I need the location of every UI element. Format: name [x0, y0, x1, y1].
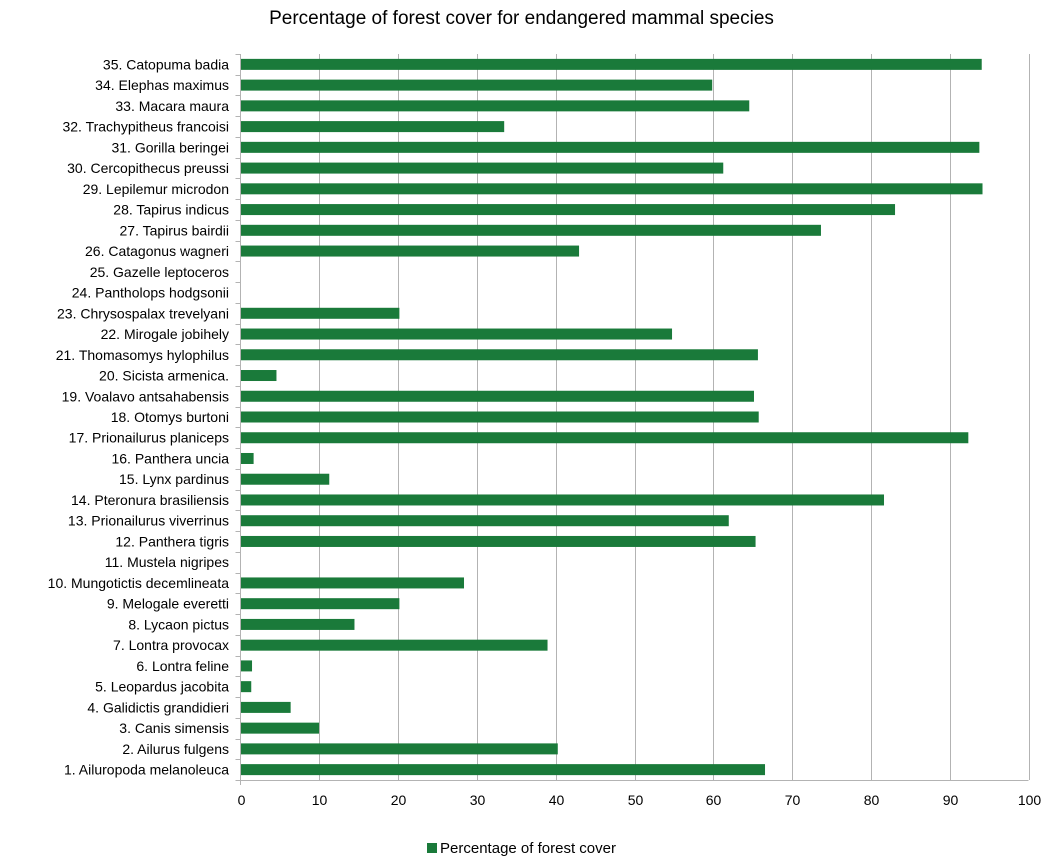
- category-label: 24. Pantholops hodgsonii: [72, 285, 229, 301]
- x-tick-label: 10: [312, 792, 328, 808]
- category-label: 20. Sicista armenica.: [99, 368, 229, 384]
- x-tick-label: 100: [1018, 792, 1042, 808]
- bar: [241, 764, 766, 776]
- category-label: 4. Galidictis grandidieri: [87, 699, 229, 715]
- category-label: 29. Lepilemur microdon: [83, 181, 229, 197]
- category-label: 32. Trachypitheus francoisi: [62, 119, 229, 135]
- bar: [241, 535, 756, 547]
- x-tick-labels: 0 10 20 30 40 50 60 70 80 90 100: [238, 792, 1042, 808]
- category-label: 10. Mungotictis decemlineata: [48, 575, 230, 591]
- category-label: 17. Prionailurus planiceps: [69, 430, 229, 446]
- bar: [241, 79, 713, 91]
- x-tick-label: 80: [864, 792, 880, 808]
- category-label: 16. Panthera uncia: [111, 450, 229, 466]
- category-label: 11. Mustela nigripes: [105, 554, 229, 570]
- bars: [241, 58, 983, 776]
- legend: Percentage of forest cover: [0, 840, 1043, 857]
- category-label: 22. Mirogale jobihely: [101, 326, 229, 342]
- category-label: 13. Prionailurus viverrinus: [68, 513, 229, 529]
- bar: [241, 411, 759, 423]
- bar: [241, 743, 558, 755]
- category-label: 19. Voalavo antsahabensis: [62, 388, 229, 404]
- bar: [241, 224, 821, 236]
- category-label: 3. Canis simensis: [119, 720, 229, 736]
- chart-plot: 1. Ailuropoda melanoleuca 2. Ailurus fulg…: [48, 54, 1042, 808]
- bar: [241, 515, 729, 527]
- category-label: 35. Catopuma badia: [103, 56, 229, 72]
- x-tick-label: 50: [628, 792, 644, 808]
- x-tick-label: 90: [943, 792, 959, 808]
- x-tick-label: 20: [391, 792, 407, 808]
- x-tick-label: 30: [470, 792, 486, 808]
- bar: [241, 100, 750, 112]
- category-label: 21. Thomasomys hylophilus: [56, 347, 229, 363]
- category-label: 30. Cercopithecus preussi: [67, 160, 229, 176]
- x-tick-label: 60: [706, 792, 722, 808]
- category-label: 5. Leopardus jacobita: [95, 679, 229, 695]
- category-label: 28. Tapirus indicus: [113, 202, 229, 218]
- bar: [241, 349, 758, 361]
- category-label: 25. Gazelle leptoceros: [90, 264, 229, 280]
- bar: [241, 494, 885, 506]
- bar: [241, 577, 465, 589]
- category-label: 18. Otomys burtoni: [111, 409, 229, 425]
- bar: [241, 452, 254, 464]
- category-label: 14. Pteronura brasiliensis: [71, 492, 229, 508]
- x-tick-label: 0: [238, 792, 246, 808]
- bar: [241, 162, 724, 174]
- category-label: 12. Panthera tigris: [115, 533, 229, 549]
- bar: [241, 121, 505, 133]
- category-labels: 1. Ailuropoda melanoleuca 2. Ailurus fulg…: [48, 56, 230, 777]
- bar: [241, 639, 548, 651]
- category-label: 33. Macara maura: [115, 98, 229, 114]
- bar: [241, 660, 253, 672]
- category-label: 6. Lontra feline: [136, 658, 229, 674]
- category-label: 8. Lycaon pictus: [128, 616, 229, 632]
- bar: [241, 701, 291, 713]
- bar: [241, 598, 400, 610]
- category-label: 15. Lynx pardinus: [119, 471, 229, 487]
- bar: [241, 307, 400, 319]
- legend-swatch: [427, 843, 438, 853]
- legend-label: Percentage of forest cover: [440, 840, 616, 857]
- bar: [241, 328, 673, 340]
- axes: [235, 54, 1029, 785]
- bar: [241, 141, 980, 153]
- bar: [241, 618, 355, 630]
- category-label: 34. Elephas maximus: [95, 77, 229, 93]
- category-label: 1. Ailuropoda melanoleuca: [64, 762, 229, 778]
- bar: [241, 432, 969, 444]
- chart-title: Percentage of forest cover for endangere…: [269, 8, 774, 29]
- bar: [241, 245, 580, 257]
- category-label: 23. Chrysospalax trevelyani: [57, 305, 229, 321]
- bar: [241, 204, 896, 216]
- bar: [241, 722, 320, 734]
- category-label: 2. Ailurus fulgens: [122, 741, 229, 757]
- category-label: 27. Tapirus bairdii: [120, 222, 229, 238]
- bar: [241, 390, 754, 402]
- category-label: 9. Melogale everetti: [107, 596, 229, 612]
- category-label: 26. Catagonus wagneri: [85, 243, 229, 259]
- bar: [241, 58, 982, 70]
- category-label: 31. Gorilla beringei: [111, 139, 229, 155]
- category-label: 7. Lontra provocax: [113, 637, 229, 653]
- bar: [241, 473, 330, 485]
- bar: [241, 183, 983, 195]
- bar: [241, 681, 252, 693]
- x-tick-label: 40: [549, 792, 565, 808]
- bar: [241, 370, 277, 382]
- x-tick-label: 70: [785, 792, 801, 808]
